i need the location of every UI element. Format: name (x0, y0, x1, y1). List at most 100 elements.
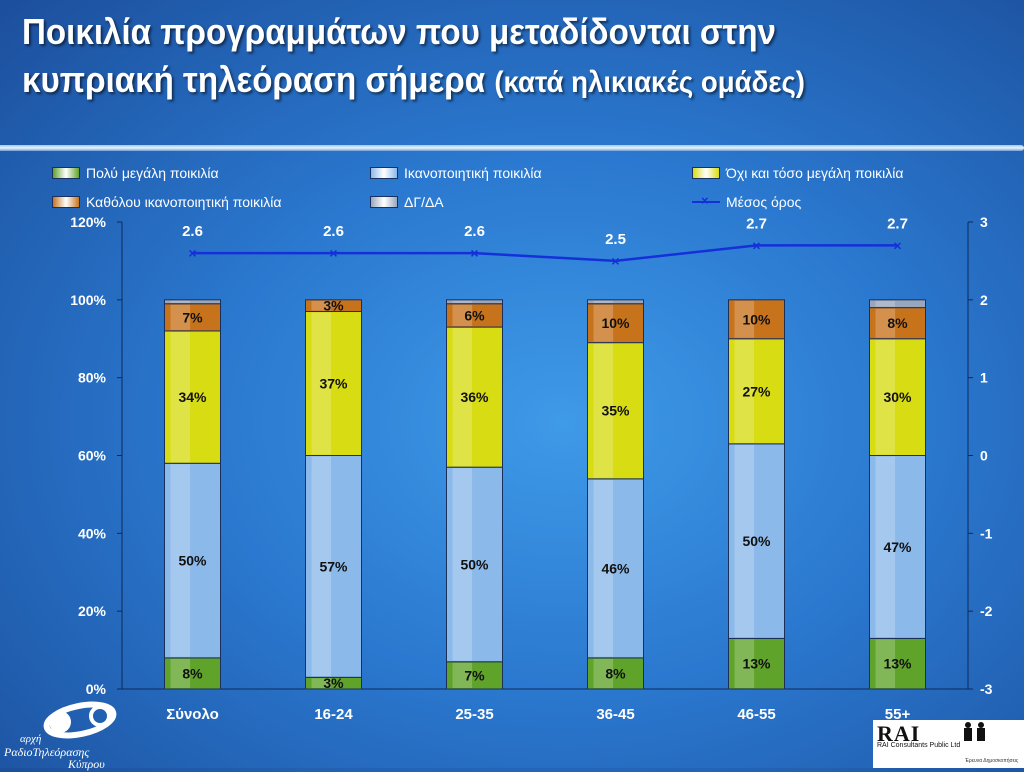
bar-segment-highlight (452, 300, 473, 303)
cybc-logo-line-3: Κύπρου (68, 757, 105, 771)
bar-data-label: 8% (605, 665, 626, 681)
bar-segment (728, 299, 785, 340)
legend-label: Πολύ μεγάλη ποικιλία (86, 165, 219, 181)
bar-segment (869, 307, 926, 340)
bar-segment-highlight (170, 300, 191, 303)
bar-segment-highlight (593, 300, 614, 303)
legend-item: Πολύ μεγάλη ποικιλία (52, 164, 219, 182)
bar-segment (728, 338, 785, 445)
average-point: × (470, 245, 478, 261)
title-line-2: κυπριακή τηλεόραση σήμερα (κατά ηλικιακέ… (22, 56, 933, 107)
y-left-tick-label: 80% (78, 370, 107, 386)
y-left-tick-label: 120% (70, 214, 106, 230)
average-data-label: 2.6 (323, 223, 344, 240)
x-category-label: 16-24 (314, 706, 353, 723)
cybc-logo-line-2: ΡαδιοΤηλεόρασης (4, 745, 90, 759)
bar-segment (446, 466, 503, 663)
average-data-label: 2.6 (182, 223, 203, 240)
legend-label: Όχι και τόσο μεγάλη ποικιλία (726, 165, 904, 181)
legend-item: Ικανοποιητική ποικιλία (370, 164, 542, 182)
x-category-label: 55+ (885, 706, 911, 723)
y-left-tick-label: 20% (78, 603, 107, 619)
bar-segment-highlight (734, 339, 755, 443)
bar-segment-highlight (311, 300, 332, 311)
bar-data-label: 13% (883, 656, 912, 672)
bar-segment-highlight (452, 328, 473, 467)
rai-tagline: Έρευνα Δημοσκοπήσεις (965, 758, 1019, 764)
legend-swatch (52, 196, 80, 208)
bar-data-label: 10% (601, 315, 630, 331)
rai-company-name: RAI Consultants Public Ltd (877, 742, 961, 749)
bar-segment-highlight (452, 304, 473, 327)
rai-figures-icon (964, 722, 985, 741)
legend-item: ΔΓ/ΔΑ (370, 193, 444, 211)
bar-data-label: 6% (464, 307, 485, 323)
y-right-tick-label: 1 (980, 370, 988, 386)
average-data-label: 2.5 (605, 231, 626, 248)
bar-segment-highlight (875, 639, 896, 688)
y-left-tick-label: 100% (70, 292, 106, 308)
bar-segment (869, 299, 926, 309)
bar-data-label: 57% (319, 558, 348, 574)
legend-swatch (692, 193, 720, 208)
bar-segment-highlight (593, 343, 614, 478)
bar-segment (164, 303, 221, 332)
average-point: × (188, 245, 196, 261)
average-data-label: 2.6 (464, 223, 485, 240)
bar-segment (587, 478, 644, 659)
bar-segment-highlight (311, 678, 332, 688)
x-category-label: 46-55 (737, 706, 775, 723)
slide-title: Ποικιλία προγραμμάτων που μεταδίδονται σ… (22, 8, 933, 107)
bar-segment (587, 303, 644, 344)
bar-data-label: 7% (182, 309, 203, 325)
legend-item: Καθόλου ικανοποιητική ποικιλία (52, 193, 281, 211)
cybc-logo-line-1: αρχή (20, 733, 42, 745)
x-category-label: 36-45 (596, 706, 634, 723)
bar-segment (869, 455, 926, 639)
bar-segment-highlight (875, 456, 896, 638)
legend-swatch (692, 167, 720, 179)
bar-data-label: 46% (601, 560, 630, 576)
bar-segment (164, 657, 221, 690)
cybc-emblem-icon (43, 701, 117, 739)
bar-segment-highlight (734, 300, 755, 338)
bar-data-label: 7% (464, 667, 485, 683)
bar-segment-highlight (734, 639, 755, 688)
bar-segment-highlight (875, 339, 896, 455)
bar-segment (869, 637, 926, 690)
bar-data-label: 30% (883, 389, 912, 405)
bar-segment (587, 342, 644, 480)
bar-data-label: 8% (887, 315, 908, 331)
x-category-label: 25-35 (455, 706, 493, 723)
bar-segment (164, 299, 221, 305)
y-left-tick-label: 40% (78, 525, 107, 541)
bar-segment-highlight (170, 331, 191, 463)
bar-segment (587, 299, 644, 305)
legend-label: Ικανοποιητική ποικιλία (404, 165, 542, 181)
bar-segment (728, 443, 785, 639)
bar-data-label: 3% (323, 298, 344, 314)
bar-data-label: 35% (601, 403, 630, 419)
bar-data-label: 37% (319, 376, 348, 392)
bar-segment-highlight (593, 658, 614, 688)
bar-data-label: 47% (883, 539, 912, 555)
bar-segment-highlight (311, 312, 332, 455)
bar-segment-highlight (593, 304, 614, 342)
bar-data-label: 34% (178, 389, 207, 405)
legend-swatch (370, 196, 398, 208)
bar-segment-highlight (593, 479, 614, 657)
legend-item: Μέσος όρος (692, 193, 801, 211)
legend-swatch (52, 167, 80, 179)
y-left-tick-label: 0% (86, 681, 107, 697)
bar-segment (446, 299, 503, 305)
bar-data-label: 8% (182, 665, 203, 681)
average-data-label: 2.7 (887, 215, 908, 232)
average-point: × (611, 253, 619, 269)
bar-segment-highlight (452, 468, 473, 661)
bar-data-label: 50% (178, 553, 207, 569)
bar-segment (164, 330, 221, 464)
average-line (192, 244, 898, 263)
average-data-label: 2.7 (746, 215, 767, 232)
x-category-label: Σύνολο (166, 706, 219, 723)
